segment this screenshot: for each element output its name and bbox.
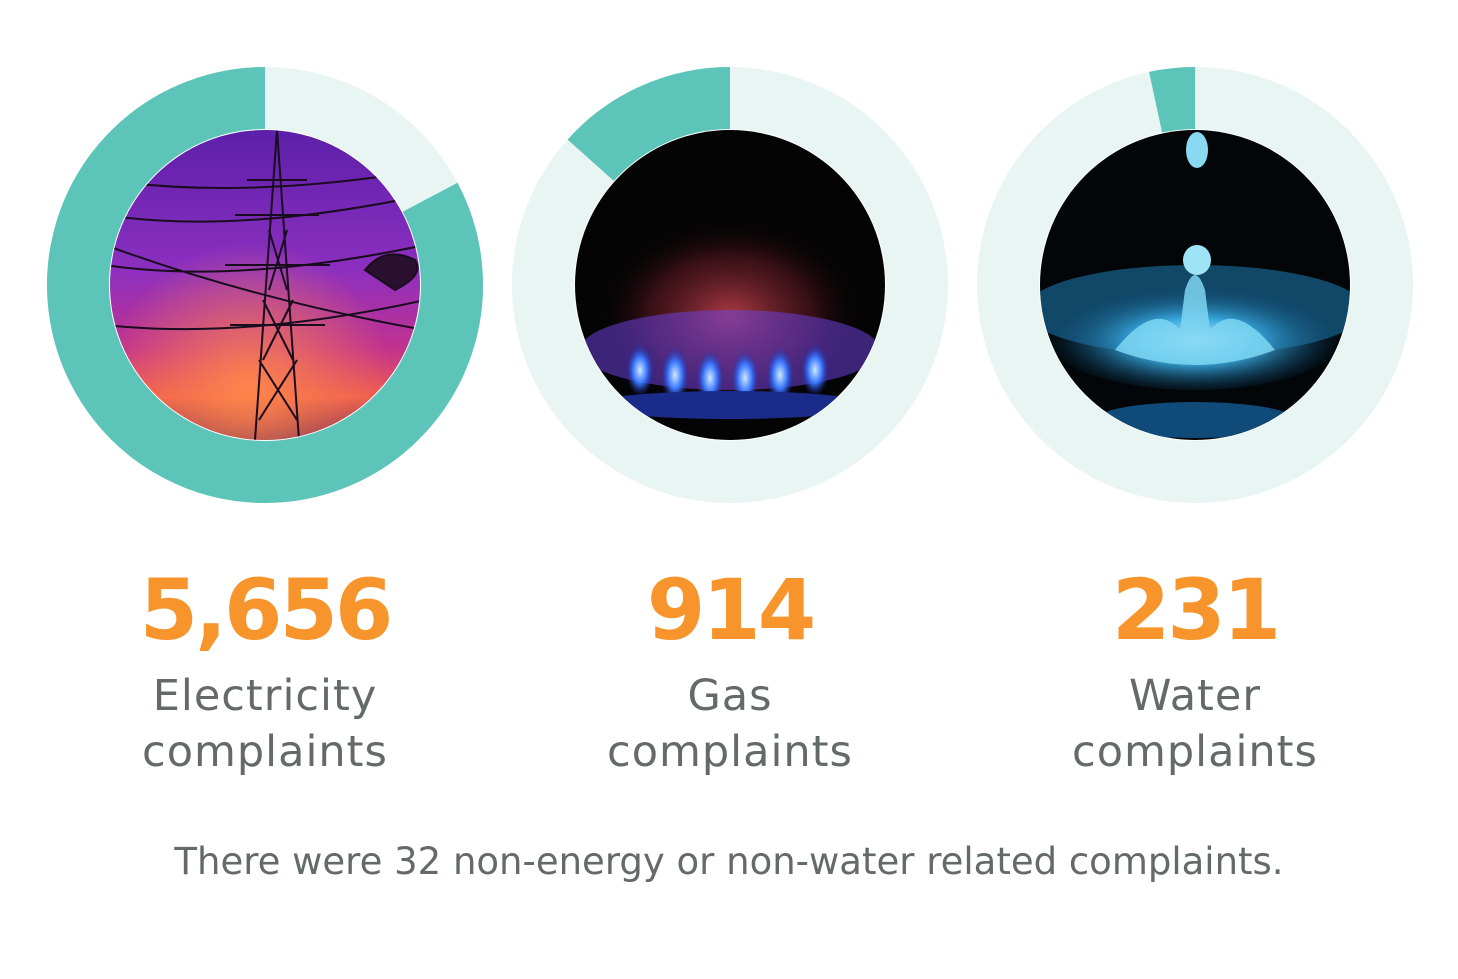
label-line-2: complaints — [142, 727, 388, 777]
label-line-1: Gas — [687, 671, 773, 721]
label-line-2: complaints — [1072, 727, 1318, 777]
gas-donut — [512, 67, 948, 503]
water-donut — [977, 67, 1413, 503]
gas-value: 914 — [646, 561, 816, 659]
footnote: There were 32 non-energy or non-water re… — [174, 840, 1284, 883]
gas-stat: 914 Gas complaints — [500, 0, 960, 800]
water-stat: 231 Water complaints — [965, 0, 1425, 800]
electricity-pylon-photo — [110, 130, 420, 440]
electricity-value: 5,656 — [139, 561, 394, 659]
gas-label: Gas complaints — [500, 668, 960, 780]
label-line-1: Electricity — [152, 671, 378, 721]
ring-fill-arc — [1149, 67, 1196, 133]
electricity-stat: 5,656 Electricity complaints — [35, 0, 495, 800]
ring-fill-arc — [567, 67, 731, 182]
water-value: 231 — [1111, 561, 1281, 659]
label-line-2: complaints — [607, 727, 853, 777]
water-drop-photo — [1040, 130, 1350, 440]
electricity-donut — [47, 67, 483, 503]
gas-flame-photo — [575, 130, 885, 440]
electricity-label: Electricity complaints — [35, 668, 495, 780]
label-line-1: Water — [1128, 671, 1262, 721]
water-label: Water complaints — [965, 668, 1425, 780]
ring-fill-arc — [47, 67, 483, 503]
